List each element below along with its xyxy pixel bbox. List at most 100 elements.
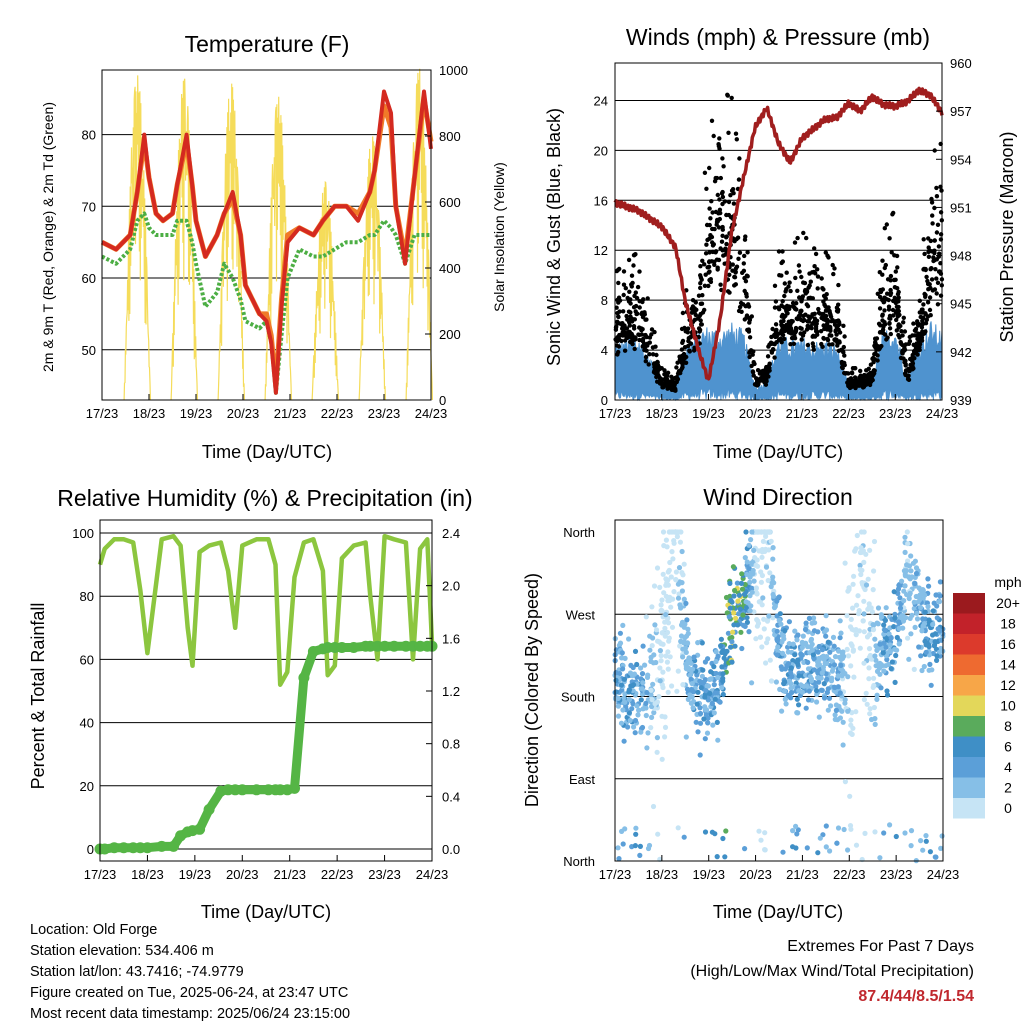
direction-point: [656, 694, 662, 700]
direction-y-tick-label: East: [569, 772, 595, 787]
gust-point: [773, 322, 779, 327]
gust-point: [799, 337, 804, 342]
gust-point: [793, 275, 798, 281]
gust-point: [930, 221, 935, 226]
direction-point: [744, 605, 750, 611]
temperature-y-ticks: 50 60 70 80: [82, 128, 96, 358]
gust-point: [635, 311, 640, 316]
direction-point: [866, 665, 872, 671]
direction-point: [676, 529, 682, 535]
direction-point: [786, 619, 793, 625]
gust-point: [654, 352, 659, 358]
direction-y-tick-label: North: [563, 525, 595, 540]
gust-point: [915, 352, 920, 357]
direction-point: [806, 688, 812, 694]
direction-point: [838, 656, 844, 663]
direction-point: [853, 842, 860, 848]
gust-point: [814, 329, 819, 334]
gust-point: [698, 322, 704, 327]
direction-point: [929, 667, 935, 673]
direction-point: [798, 651, 804, 657]
gust-point: [728, 215, 734, 220]
direction-point: [632, 843, 639, 849]
direction-point: [865, 606, 871, 612]
gust-point: [891, 277, 897, 283]
direction-point: [650, 660, 657, 666]
gust-point: [747, 350, 752, 355]
gust-point: [895, 265, 900, 270]
x-tick-label: 18/23: [131, 867, 164, 882]
wind-y-tick-label: 24: [594, 93, 608, 108]
direction-point: [817, 835, 823, 841]
direction-point: [661, 590, 667, 596]
direction-point: [712, 696, 718, 702]
direction-point: [688, 686, 695, 693]
direction-point: [685, 696, 691, 703]
direction-point: [650, 803, 657, 810]
direction-point: [677, 539, 684, 545]
gust-point: [741, 268, 747, 273]
gust-point: [685, 326, 691, 331]
humidity-series: [94, 533, 438, 855]
humidity-x-label: Time (Day/UTC): [201, 902, 331, 922]
x-tick-label: 17/23: [84, 867, 117, 882]
direction-point: [872, 636, 878, 642]
direction-point: [767, 570, 773, 576]
direction-point: [659, 682, 665, 688]
pressure-series: [613, 86, 944, 381]
direction-point: [934, 653, 940, 659]
direction-point: [681, 640, 687, 646]
gust-point: [819, 341, 824, 347]
gust-point: [816, 306, 821, 312]
gust-point: [766, 374, 771, 379]
direction-point: [615, 703, 622, 709]
direction-y-tick-label: South: [561, 690, 595, 705]
gust-point: [833, 328, 838, 333]
gust-point: [720, 194, 726, 200]
direction-point: [645, 845, 652, 852]
gust-point: [784, 270, 789, 275]
gust-point: [633, 252, 638, 257]
direction-point: [778, 664, 784, 670]
direction-point: [816, 643, 822, 650]
gust-point: [693, 312, 698, 318]
gust-point: [717, 197, 722, 202]
temperature-x-ticks: 17/23 18/23 19/23 20/23 21/23 22/23 23/23 24/23: [86, 394, 447, 421]
gust-point: [906, 377, 912, 382]
2m-t-line: [101, 89, 433, 395]
direction-point: [802, 626, 809, 633]
direction-point: [705, 720, 711, 726]
gust-point: [893, 269, 898, 274]
gust-point: [787, 304, 792, 309]
direction-point: [726, 614, 732, 620]
direction-point: [842, 560, 848, 566]
x-tick-label: 22/23: [321, 867, 354, 882]
gust-point: [709, 199, 714, 204]
direction-point: [796, 702, 802, 708]
gust-point: [653, 344, 658, 349]
precip-line: [95, 641, 437, 854]
direction-point: [819, 687, 825, 694]
gust-point: [742, 253, 747, 259]
direction-point: [768, 538, 774, 544]
direction-point: [639, 724, 646, 731]
gust-point: [788, 326, 794, 331]
gust-point: [933, 267, 938, 272]
gust-point: [634, 295, 640, 301]
gust-point: [902, 329, 908, 334]
gust-point: [720, 189, 725, 195]
direction-point: [662, 619, 668, 625]
gust-point: [643, 359, 648, 364]
gust-point: [821, 287, 826, 292]
direction-point: [788, 665, 795, 671]
speed-legend-label: 18: [1000, 616, 1016, 632]
direction-point: [683, 734, 689, 740]
direction-point: [770, 615, 776, 621]
rh-line: [97, 533, 435, 687]
direction-point: [622, 699, 628, 705]
direction-point: [926, 617, 932, 623]
gust-point: [934, 230, 940, 235]
direction-point: [626, 636, 632, 642]
gust-point: [770, 326, 775, 332]
gust-point: [755, 368, 761, 373]
